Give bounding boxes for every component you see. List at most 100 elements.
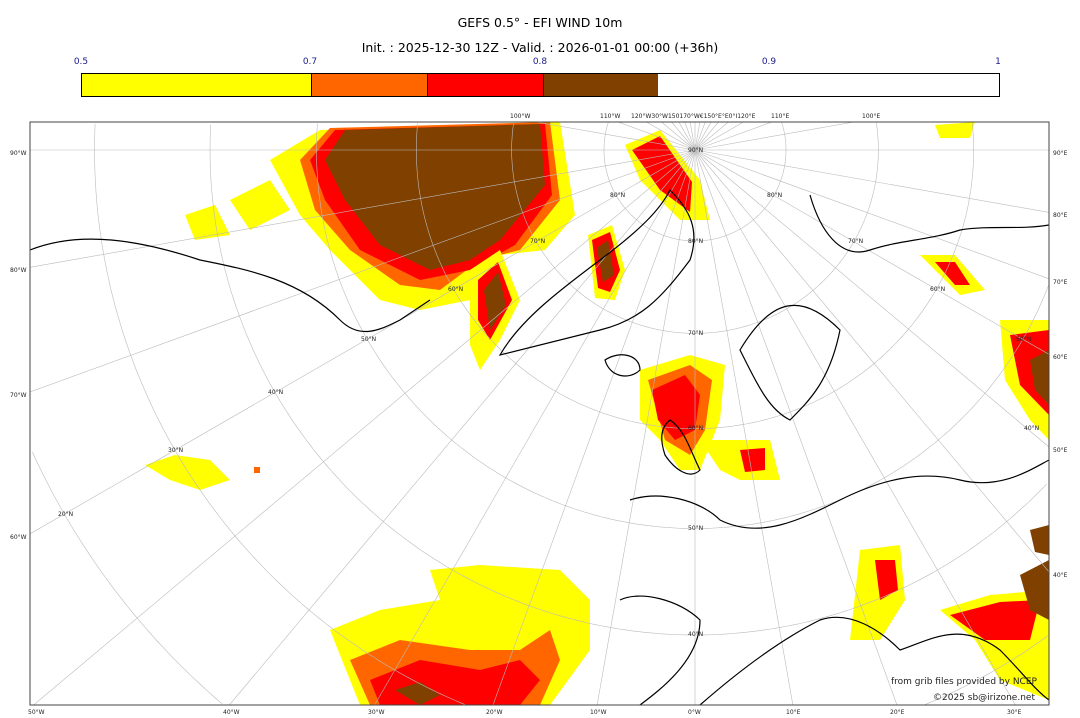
- meridian: [694, 149, 1049, 213]
- bottom-label: 20°W: [486, 709, 503, 716]
- parallel: [94, 123, 1049, 705]
- meridian: [694, 122, 706, 151]
- bottom-label: 20°E: [890, 709, 905, 716]
- lat-label: 60°N: [448, 286, 463, 293]
- meridian: [694, 149, 1049, 355]
- meridian: [684, 122, 696, 151]
- lat-label: 30°N: [168, 447, 183, 454]
- efi-wind-patches: [145, 122, 1049, 705]
- meridian: [229, 149, 696, 705]
- bottom-label: 0°W: [688, 709, 701, 716]
- meridian: [661, 122, 696, 151]
- lat-label: 40°N: [268, 389, 283, 396]
- meridian: [694, 122, 854, 151]
- map-title: GEFS 0.5° - EFI WIND 10m: [457, 15, 623, 30]
- meridian: [694, 149, 1016, 705]
- map-frame: [29, 121, 1050, 706]
- meridian: [671, 122, 696, 151]
- bottom-label: 10°W: [590, 709, 607, 716]
- bottom-label: 50°W: [28, 709, 45, 716]
- meridian: [694, 122, 729, 151]
- right-label: 70°E: [1053, 279, 1068, 286]
- meridian: [694, 149, 898, 705]
- lat-label: 60°N: [688, 425, 703, 432]
- graticule: [30, 122, 1049, 705]
- right-label: 40°E: [1053, 572, 1068, 579]
- colorbar-bin: [543, 74, 659, 96]
- meridian: [536, 122, 696, 151]
- colorbar: [81, 73, 1000, 97]
- lat-label: 60°N: [930, 286, 945, 293]
- meridian: [694, 122, 712, 151]
- bottom-label: 40°W: [223, 709, 240, 716]
- meridian: [694, 122, 744, 151]
- parallel: [416, 123, 974, 429]
- lat-label: 70°N: [688, 330, 703, 337]
- meridian: [694, 122, 701, 151]
- right-label: 60°E: [1053, 354, 1068, 361]
- lat-label: 70°N: [530, 238, 545, 245]
- left-label: 90°W: [10, 150, 27, 157]
- parallel: [32, 451, 223, 704]
- meridian: [694, 122, 773, 151]
- data-source-credit: from grib files provided by NCEP: [891, 677, 1037, 687]
- top-label: 120°W30°W150170°W€150°E°E0°I120°E: [631, 113, 756, 120]
- meridian: [30, 149, 696, 268]
- lat-label: 70°N: [848, 238, 863, 245]
- left-label: 60°W: [10, 534, 27, 541]
- axis-labels: 90°W 80°W 70°W 60°W 90°E 80°E 70°E 60°E …: [10, 113, 1068, 716]
- lat-label: 80°N: [688, 238, 703, 245]
- lat-label: 50°N: [361, 336, 376, 343]
- meridian: [33, 149, 696, 705]
- coastlines: [30, 188, 1049, 705]
- lat-label: 20°N: [58, 511, 73, 518]
- top-label: 100°E: [862, 113, 880, 120]
- copyright-credit: ©2025 sb@irizone.net: [933, 693, 1035, 703]
- right-label: 80°E: [1053, 212, 1068, 219]
- lat-label: 40°N: [1024, 425, 1039, 432]
- left-label: 80°W: [10, 267, 27, 274]
- lat-label: 40°N: [688, 631, 703, 638]
- meridian: [694, 149, 1049, 573]
- bottom-label: 10°E: [786, 709, 801, 716]
- meridian: [596, 149, 696, 705]
- meridian: [678, 122, 696, 151]
- colorbar-tick: 1: [995, 57, 1001, 67]
- meridian: [617, 122, 696, 151]
- left-label: 70°W: [10, 392, 27, 399]
- lat-label: 90°N: [688, 147, 703, 154]
- colorbar-tick: 0.9: [761, 57, 777, 67]
- meridian: [374, 149, 696, 705]
- right-label: 90°E: [1053, 150, 1068, 157]
- meridian: [694, 149, 1049, 280]
- meridian: [694, 149, 794, 705]
- top-label: 100°W: [510, 113, 530, 120]
- parallel: [511, 122, 879, 334]
- parallel: [603, 122, 787, 242]
- top-label: 110°E: [771, 113, 789, 120]
- parallel: [209, 124, 1048, 636]
- parallel: [316, 123, 1049, 529]
- colorbar-bin: [427, 74, 544, 96]
- colorbar-tick: 0.8: [532, 57, 548, 67]
- meridian: [694, 122, 719, 151]
- colorbar-bin: [312, 74, 428, 96]
- colorbar-tick: 0.5: [73, 57, 89, 67]
- right-label: 50°E: [1053, 447, 1068, 454]
- lat-label: 80°N: [767, 192, 782, 199]
- bottom-label: 30°W: [368, 709, 385, 716]
- meridian: [689, 122, 696, 151]
- meridian: [694, 149, 1049, 448]
- map-subtitle: Init. : 2025-12-30 12Z - Valid. : 2026-0…: [361, 40, 719, 55]
- meridian: [30, 149, 696, 393]
- colorbar-tick: 0.7: [302, 57, 318, 67]
- lat-label: 80°N: [610, 192, 625, 199]
- top-label: 110°W: [600, 113, 620, 120]
- meridian: [30, 149, 696, 535]
- lat-label: 50°N: [1016, 336, 1031, 343]
- colorbar-bin: [82, 74, 313, 96]
- bottom-label: 30°E: [1007, 709, 1022, 716]
- lat-label: 50°N: [688, 525, 703, 532]
- meridian: [646, 122, 696, 151]
